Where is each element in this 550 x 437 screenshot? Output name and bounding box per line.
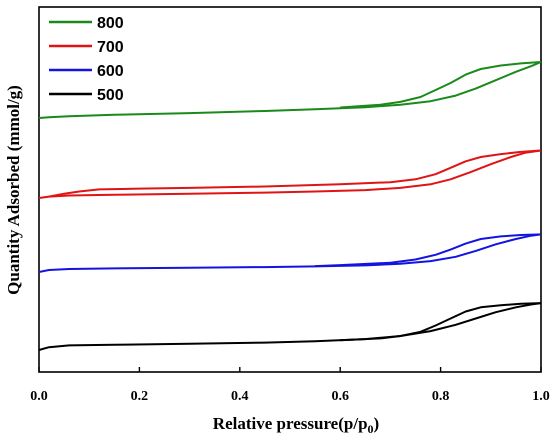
series-800-desorption-line bbox=[340, 61, 542, 109]
x-axis-title: Relative pressure(p/p0) bbox=[213, 414, 379, 436]
legend-label-600: 600 bbox=[97, 63, 124, 80]
legend-label-500: 500 bbox=[97, 87, 124, 104]
x-tick-label: 1.0 bbox=[532, 389, 550, 404]
series-500-desorption-line bbox=[340, 302, 542, 342]
plot-frame bbox=[38, 6, 542, 373]
x-tick-label: 0.6 bbox=[331, 389, 349, 404]
x-axis-title-main: Relative pressure(p/p bbox=[213, 414, 368, 433]
x-axis-title-subscript: 0 bbox=[368, 422, 374, 436]
series-800-adsorption-line bbox=[38, 61, 542, 119]
y-axis-title: Quantity Adsorbed (mmol/g) bbox=[4, 85, 23, 295]
x-tick-label: 0.8 bbox=[432, 389, 450, 404]
x-tick-label: 0.4 bbox=[231, 389, 249, 404]
series-700-desorption-line bbox=[48, 149, 542, 198]
series-700-adsorption-line bbox=[38, 149, 542, 199]
series-500-adsorption-line bbox=[38, 302, 542, 351]
series-600-adsorption-line bbox=[38, 233, 542, 273]
x-tick-label: 0.2 bbox=[131, 389, 149, 404]
legend-label-700: 700 bbox=[97, 39, 124, 56]
x-axis-title-end: ) bbox=[374, 414, 380, 433]
x-tick-label: 0.0 bbox=[30, 389, 48, 404]
legend-label-800: 800 bbox=[97, 15, 124, 32]
series-curves bbox=[38, 61, 542, 351]
series-600-desorption-line bbox=[315, 233, 542, 268]
x-axis-ticks: 0.0 0.2 0.4 0.6 0.8 1.0 bbox=[30, 367, 550, 404]
legend: 800 700 600 500 bbox=[49, 15, 124, 104]
